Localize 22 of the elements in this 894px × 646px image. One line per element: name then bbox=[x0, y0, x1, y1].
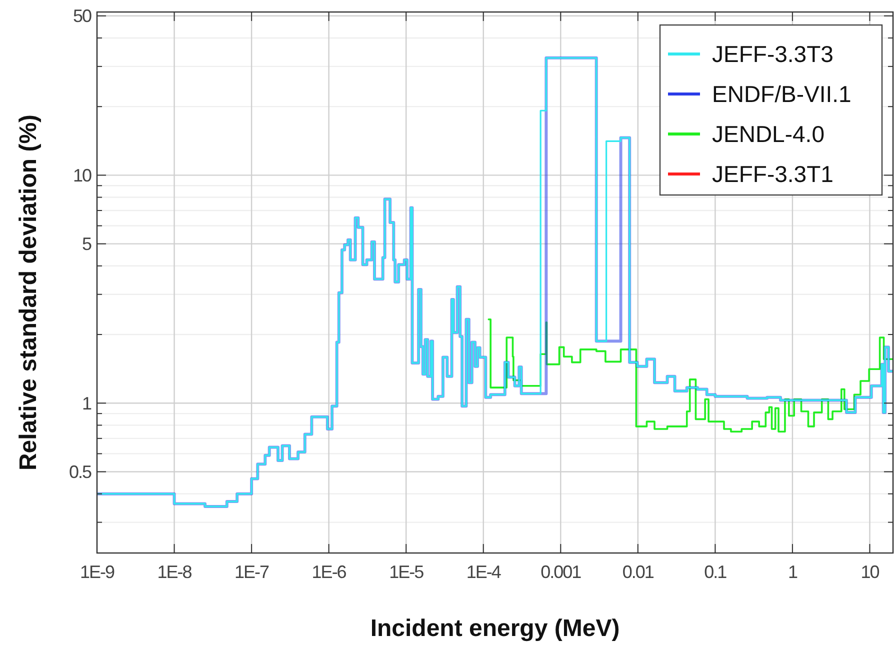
x-axis-title: Incident energy (MeV) bbox=[370, 615, 620, 642]
x-tick-label: 1 bbox=[788, 562, 798, 582]
y-axis-title: Relative standard deviation (%) bbox=[15, 114, 42, 471]
y-tick-label: 50 bbox=[72, 6, 92, 26]
x-tick-label: 1E-9 bbox=[80, 562, 115, 582]
legend-label: ENDF/B-VII.1 bbox=[712, 81, 852, 108]
x-tick-label: 1E-8 bbox=[157, 562, 192, 582]
x-tick-label: 0.001 bbox=[540, 562, 582, 582]
x-tick-label: 1E-4 bbox=[466, 562, 502, 582]
x-tick-label: 0.1 bbox=[704, 562, 728, 582]
legend-label: JEFF-3.3T1 bbox=[712, 161, 834, 188]
y-tick-label: 0.5 bbox=[68, 462, 92, 482]
x-tick-label: 10 bbox=[860, 562, 880, 582]
y-tick-label: 1 bbox=[82, 393, 92, 414]
y-tick-label: 5 bbox=[82, 234, 92, 254]
x-tick-label: 1E-5 bbox=[389, 562, 424, 582]
x-tick-label: 0.01 bbox=[622, 562, 654, 582]
legend-label: JENDL-4.0 bbox=[712, 121, 824, 148]
y-tick-label: 10 bbox=[72, 165, 92, 186]
x-tick-label: 1E-7 bbox=[234, 562, 270, 582]
x-tick-label: 1E-6 bbox=[312, 562, 347, 582]
legend-label: JEFF-3.3T3 bbox=[712, 41, 834, 68]
